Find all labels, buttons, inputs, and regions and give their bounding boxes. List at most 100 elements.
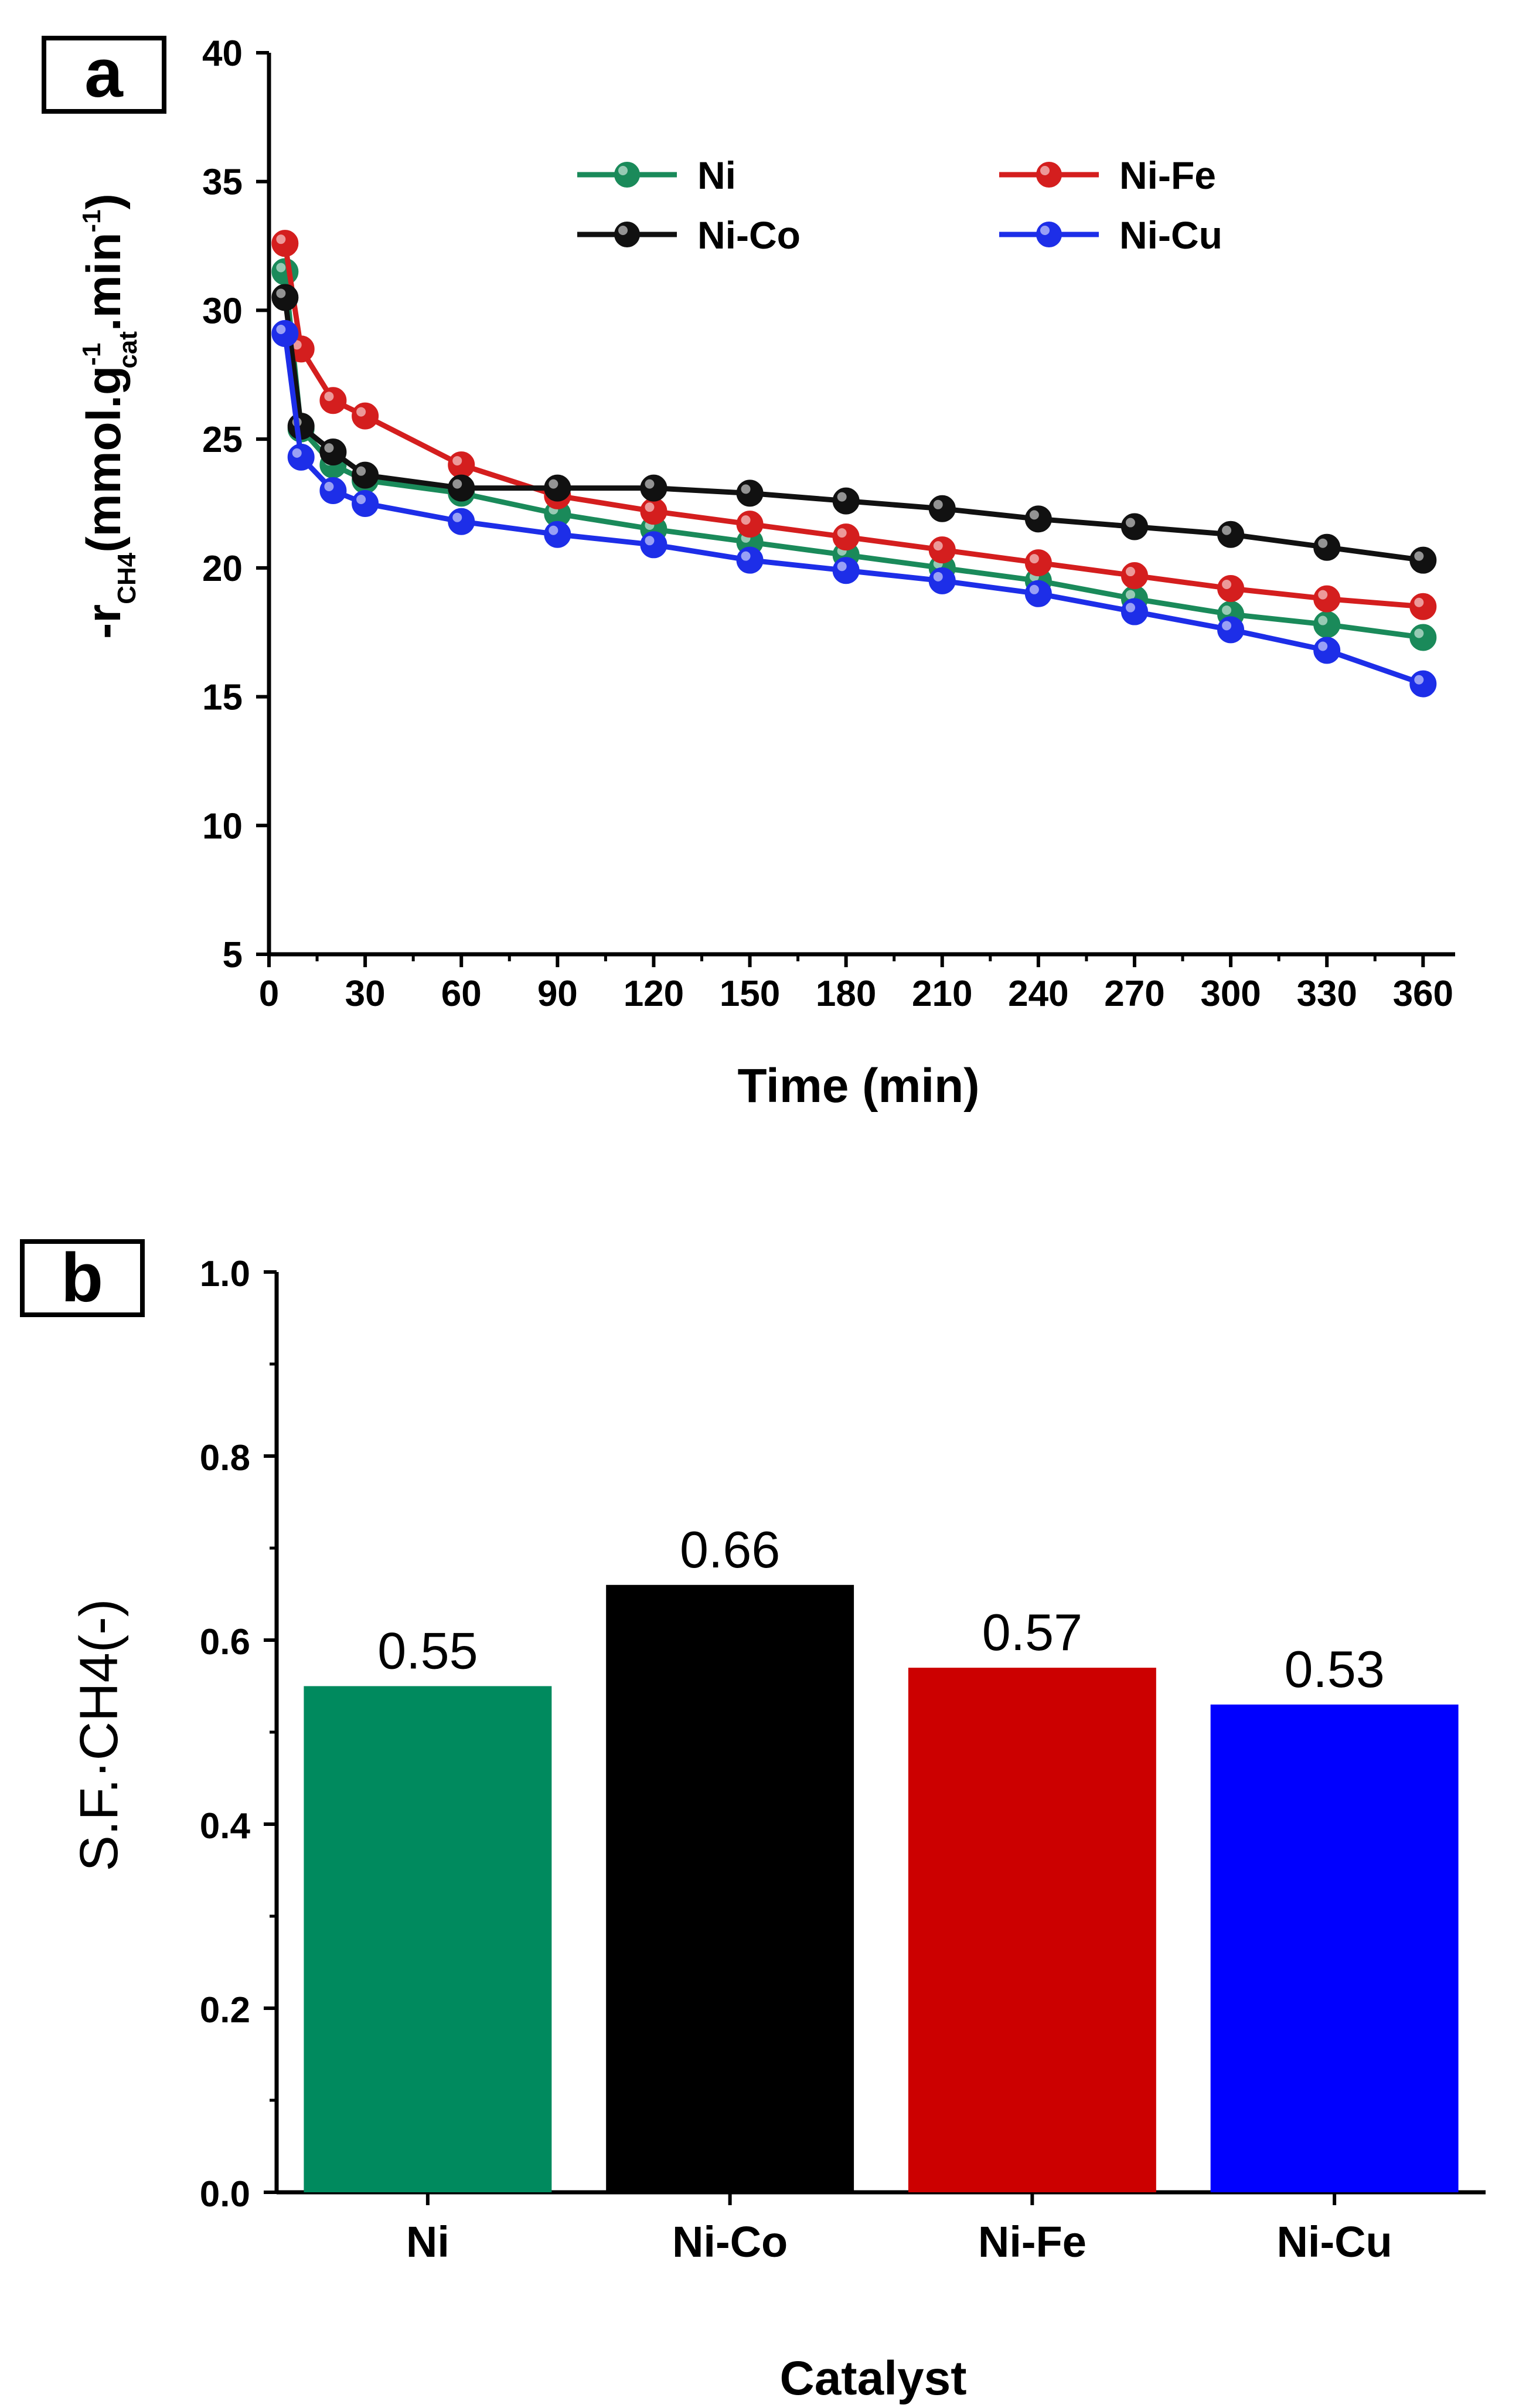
panel-b-bar-chart: b S.F.·CH4(-) 0.00.20.40.60.81.0 0.55Ni0… <box>20 1239 1486 2405</box>
data-point-highlight <box>645 502 655 512</box>
bar-value-label: 0.53 <box>1284 1640 1384 1698</box>
legend-swatch-marker <box>1036 162 1062 188</box>
data-point-highlight <box>452 512 462 522</box>
data-point-highlight <box>1029 554 1039 564</box>
data-point-ni-fe <box>1024 549 1052 577</box>
data-point-ni-co <box>319 438 347 466</box>
panel-a-y-tick-label: 30 <box>202 291 243 331</box>
data-point-highlight <box>452 456 462 466</box>
panel-a-y-tick-label: 40 <box>202 33 243 74</box>
panel-a-x-axis-title: Time (min) <box>737 1059 979 1113</box>
data-point-highlight <box>324 443 334 453</box>
data-point-ni-fe <box>832 523 860 551</box>
data-point-ni-co <box>1313 533 1341 561</box>
data-point-highlight <box>1414 597 1424 607</box>
panel-a-x-tick-label: 210 <box>912 974 972 1014</box>
panel-a-x-tick-label: 180 <box>816 974 876 1014</box>
ylabel-part-close: ) <box>77 193 131 209</box>
panel-a-x-tick-label: 60 <box>441 974 482 1014</box>
data-point-ni-co <box>271 284 299 311</box>
panel-b-y-tick-label: 1.0 <box>200 1254 250 1294</box>
data-point-ni-cu <box>928 567 956 594</box>
data-point-ni-fe <box>352 402 379 430</box>
bar-value-label: 0.66 <box>680 1521 780 1579</box>
data-point-ni-co <box>544 474 571 502</box>
data-point-ni-cu <box>1217 616 1245 644</box>
panel-b-y-axis-title: S.F.·CH4(-) <box>69 1598 129 1871</box>
bar-ni-co <box>606 1584 854 2192</box>
legend-marker-highlight <box>618 226 628 235</box>
data-point-highlight <box>1125 603 1135 613</box>
data-point-highlight <box>1414 551 1424 561</box>
category-label: Ni <box>406 2217 449 2266</box>
panel-b-ticks: 0.0 0.2 0.4 0.6 0.8 1.0 <box>200 1254 277 2215</box>
panel-a-x-tick-label: 300 <box>1200 974 1261 1014</box>
data-point-ni-cu <box>271 319 299 347</box>
panel-a-y-tick-label: 15 <box>202 678 243 718</box>
legend-item-ni-cu: Ni-Cu <box>999 213 1222 257</box>
data-point-ni-cu <box>352 490 379 517</box>
legend-swatch-marker <box>1036 222 1062 247</box>
data-point-highlight <box>1414 675 1424 685</box>
data-point-ni-co <box>287 413 315 440</box>
legend-item-ni-co: Ni-Co <box>577 213 801 257</box>
data-point-highlight <box>1222 580 1232 590</box>
data-point-ni-cu <box>448 508 475 535</box>
data-point-ni-cu <box>319 477 347 505</box>
legend-swatch-marker <box>614 222 640 247</box>
data-point-highlight <box>933 572 943 581</box>
data-point-ni-cu <box>832 557 860 584</box>
data-point-highlight <box>356 495 366 504</box>
legend-item-ni: Ni <box>577 154 736 197</box>
data-point-highlight <box>356 466 366 476</box>
legend-swatch-marker <box>614 162 640 188</box>
legend-label: Ni-Fe <box>1119 154 1216 197</box>
data-point-ni-fe <box>736 511 764 538</box>
data-point-highlight <box>1029 510 1039 520</box>
data-point-ni-co <box>1217 521 1245 548</box>
panel-a-x-tick-label: 240 <box>1008 974 1068 1014</box>
data-point-ni-fe <box>1409 593 1437 620</box>
data-point-ni-co <box>832 487 860 515</box>
data-point-ni <box>271 258 299 285</box>
data-point-highlight <box>356 407 366 417</box>
panel-b-y-tick-label: 0.2 <box>200 1990 250 2031</box>
ylabel-part-r: -r <box>77 604 131 639</box>
data-point-ni <box>1409 624 1437 651</box>
data-point-highlight <box>1029 584 1039 594</box>
data-point-ni-fe <box>1217 575 1245 603</box>
panel-a-y-tick-label: 5 <box>223 935 243 975</box>
panel-a-y-tick-label: 35 <box>202 162 243 203</box>
data-point-ni-fe <box>448 451 475 479</box>
panel-a-y-tick-label: 20 <box>202 549 243 589</box>
bar-ni <box>304 1686 552 2192</box>
data-point-highlight <box>1222 621 1232 631</box>
legend-label: Ni <box>697 154 736 197</box>
panel-b-y-tick-label: 0.8 <box>200 1438 250 1478</box>
panel-b-y-tick-label: 0.0 <box>200 2174 250 2215</box>
bar-ni-cu <box>1210 1704 1459 2192</box>
panel-a-y-tick-label: 10 <box>202 806 243 846</box>
data-point-ni-fe <box>1120 562 1148 590</box>
panel-b-y-tick-label: 0.4 <box>200 1806 251 1846</box>
panel-a-x-tick-label: 360 <box>1393 974 1453 1014</box>
data-point-ni-co <box>1120 513 1148 540</box>
data-point-ni-co <box>736 479 764 507</box>
data-point-ni-co <box>352 461 379 489</box>
data-point-highlight <box>276 234 286 244</box>
category-label: Ni-Co <box>672 2217 788 2266</box>
legend-label: Ni-Co <box>697 213 801 257</box>
data-point-ni-cu <box>640 531 667 559</box>
panel-a-x-tick-label: 30 <box>345 974 386 1014</box>
panel-a-x-tick-label: 120 <box>624 974 684 1014</box>
panel-b-x-axis-title: Catalyst <box>779 2352 966 2405</box>
data-point-highlight <box>1222 605 1232 615</box>
data-point-highlight <box>276 263 286 273</box>
panel-a-label-box <box>42 36 166 114</box>
data-point-ni-cu <box>1409 670 1437 698</box>
data-point-highlight <box>1125 518 1135 528</box>
panel-a-y-axis-title: -rCH4(mmol.g-1 cat.min-1) <box>77 193 142 639</box>
data-point-ni-cu <box>1120 598 1148 625</box>
data-point-highlight <box>645 479 655 489</box>
